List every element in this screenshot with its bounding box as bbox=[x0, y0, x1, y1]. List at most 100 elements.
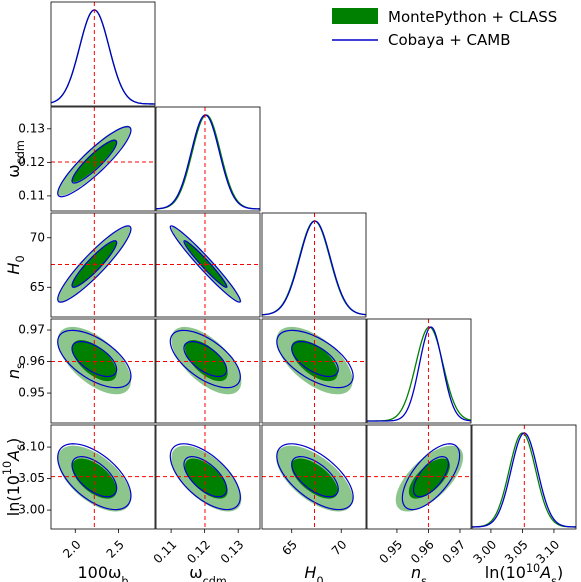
x-tick-label: 2.0 bbox=[60, 537, 83, 560]
cobaya-posterior-oc bbox=[156, 114, 260, 210]
cobaya-contour-68 bbox=[71, 240, 118, 288]
panel-frame bbox=[50, 318, 156, 424]
x-tick-label: 70 bbox=[329, 537, 350, 558]
panel-content bbox=[51, 213, 155, 317]
panel-frame bbox=[50, 1, 156, 107]
panel-content bbox=[367, 425, 471, 529]
x-axis-label-ob: 100ωb bbox=[77, 563, 128, 582]
legend-swatch-montepython bbox=[332, 8, 378, 24]
panel-frame bbox=[261, 212, 367, 318]
cobaya-contour-95 bbox=[57, 443, 132, 511]
panel-As-vs-H0: 65 70 H0 bbox=[261, 424, 367, 582]
y-tick-label: 0.13 bbox=[18, 121, 45, 135]
y-axis-label-As: ln(1010As) bbox=[1, 438, 27, 516]
x-tick-label: 0.96 bbox=[408, 537, 437, 566]
montepython-contour-68 bbox=[72, 139, 117, 183]
montepython-contour-68 bbox=[291, 458, 338, 499]
panel-content bbox=[51, 319, 155, 423]
panel-content bbox=[156, 319, 260, 423]
panel-content bbox=[262, 319, 366, 423]
cobaya-contour-95 bbox=[57, 225, 132, 303]
panel-content bbox=[156, 425, 260, 529]
panel-content bbox=[156, 107, 260, 211]
cobaya-contour-68 bbox=[71, 456, 118, 498]
cobaya-contour-68 bbox=[183, 340, 228, 378]
diag-panel-ob bbox=[50, 1, 156, 107]
montepython-posterior-oc bbox=[156, 114, 260, 210]
y-axis-label-oc: ωcdm bbox=[4, 140, 27, 178]
panel-frame bbox=[155, 424, 261, 530]
cobaya-contour-68 bbox=[291, 456, 339, 498]
panel-ns-vs-oc bbox=[155, 318, 261, 424]
x-tick-label: 0.11 bbox=[151, 537, 180, 566]
montepython-contour-68 bbox=[72, 340, 117, 382]
panel-ns-vs-H0 bbox=[261, 318, 367, 424]
legend-label-montepython: MontePython + CLASS bbox=[388, 8, 557, 26]
cobaya-contour-68 bbox=[183, 240, 228, 288]
montepython-contour-68 bbox=[72, 458, 117, 499]
y-tick-label: 0.97 bbox=[18, 323, 45, 337]
legend-label-cobaya: Cobaya + CAMB bbox=[388, 31, 511, 49]
x-tick-label: 0.12 bbox=[184, 537, 213, 566]
montepython-contour-68 bbox=[408, 458, 450, 499]
panel-content bbox=[51, 2, 155, 106]
cobaya-contour-95 bbox=[169, 443, 241, 511]
panel-frame bbox=[50, 212, 156, 318]
cobaya-posterior-ob bbox=[51, 9, 155, 105]
x-tick-label: 2.5 bbox=[104, 537, 127, 560]
y-tick-label: 3.05 bbox=[18, 471, 45, 485]
y-tick-label: 0.96 bbox=[18, 354, 45, 368]
panel-content bbox=[262, 213, 366, 317]
montepython-posterior-ns bbox=[367, 326, 471, 422]
cobaya-contour-95 bbox=[401, 443, 461, 511]
y-tick-label: 3.10 bbox=[18, 440, 45, 454]
panel-frame bbox=[261, 318, 367, 424]
montepython-contour-68 bbox=[291, 340, 338, 382]
cobaya-contour-68 bbox=[71, 340, 118, 378]
panel-frame bbox=[155, 318, 261, 424]
x-tick-label: 3.00 bbox=[470, 537, 499, 566]
panel-content bbox=[262, 425, 366, 529]
cobaya-contour-68 bbox=[291, 340, 339, 378]
y-tick-label: 0.12 bbox=[18, 155, 45, 169]
panel-frame bbox=[366, 424, 472, 530]
panel-As-vs-ns: 0.95 0.96 0.97 ns bbox=[366, 424, 472, 582]
panel-content bbox=[156, 213, 260, 317]
cobaya-contour-95 bbox=[169, 225, 241, 303]
diag-panel-oc bbox=[155, 106, 261, 212]
panel-frame bbox=[261, 424, 367, 530]
cobaya-contour-68 bbox=[183, 456, 228, 498]
y-tick-label: 70 bbox=[30, 230, 45, 244]
x-tick-label: 0.13 bbox=[218, 537, 247, 566]
y-axis-label-H0: H0 bbox=[4, 255, 27, 274]
montepython-contour-68 bbox=[184, 458, 228, 499]
diag-panel-H0 bbox=[261, 212, 367, 318]
panel-frame bbox=[155, 106, 261, 212]
y-tick-label: 0.11 bbox=[18, 188, 45, 202]
panel-frame bbox=[50, 424, 156, 530]
panel-frame bbox=[155, 212, 261, 318]
x-tick-label: 65 bbox=[279, 537, 300, 558]
x-axis-label-As: ln(1010As) bbox=[485, 562, 563, 582]
x-axis-label-oc: ωcdm bbox=[189, 563, 227, 582]
y-tick-label: 3.00 bbox=[18, 503, 45, 517]
panel-content bbox=[367, 319, 471, 423]
panel-ns-vs-ob: 0.95 0.96 0.97 ns bbox=[4, 318, 156, 424]
x-axis-label-H0: H0 bbox=[304, 563, 323, 582]
y-tick-label: 65 bbox=[30, 280, 45, 294]
montepython-contour-68 bbox=[184, 340, 228, 382]
panel-frame bbox=[471, 424, 577, 530]
y-tick-label: 0.95 bbox=[18, 386, 45, 400]
panel-content bbox=[51, 107, 155, 211]
panel-frame bbox=[366, 318, 472, 424]
panel-content bbox=[51, 425, 155, 529]
legend: MontePython + CLASS Cobaya + CAMB bbox=[332, 8, 557, 49]
y-axis-label-ns: ns bbox=[4, 363, 27, 379]
cobaya-posterior-ns bbox=[367, 326, 471, 422]
x-tick-label: 0.97 bbox=[440, 537, 469, 566]
